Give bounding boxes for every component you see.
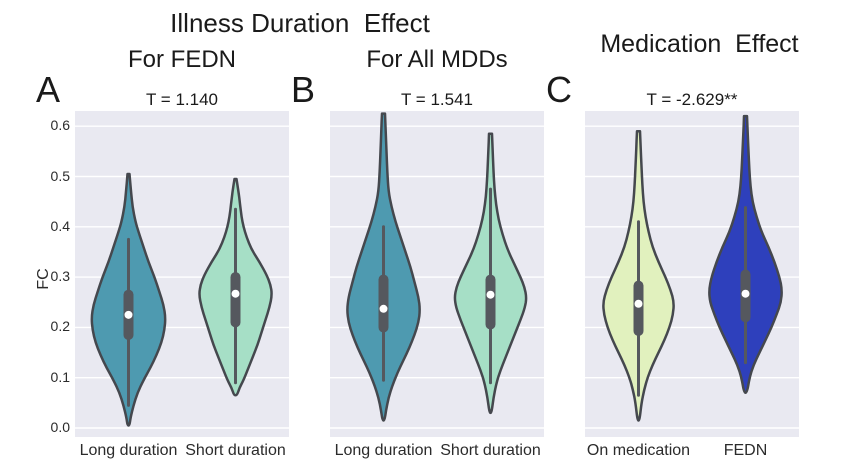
y-tick-label-0.6: 0.6 (50, 117, 70, 134)
x-tick-label-long-duration: Long duration (334, 442, 433, 459)
figure-title-medication-effect: Medication Effect (600, 30, 799, 58)
iqr-box-on-medication (633, 280, 644, 336)
median-dot-short-duration (231, 289, 240, 298)
x-tick-label-on-medication: On medication (586, 442, 691, 459)
median-dot-on-medication (634, 299, 643, 308)
panel-letter-b: B (291, 69, 316, 110)
y-tick-label-0.5: 0.5 (50, 167, 70, 184)
iqr-box-long-duration (378, 274, 389, 333)
iqr-box-short-duration (485, 274, 496, 330)
panel-subtitle-for-fedn: For FEDN (128, 46, 236, 73)
median-dot-short-duration (486, 290, 495, 299)
t-statistic-c: T = -2.629** (646, 90, 738, 109)
violin-plot-panel-c (585, 111, 799, 437)
t-statistic-a: T = 1.140 (146, 90, 218, 109)
median-dot-long-duration (379, 304, 388, 313)
panel-letter-c: C (546, 69, 572, 110)
iqr-box-short-duration (230, 272, 241, 328)
x-tick-label-short-duration: Short duration (185, 442, 286, 459)
x-tick-label-fedn: FEDN (723, 442, 768, 459)
panel-subtitle-for-all-mdds: For All MDDs (366, 46, 508, 73)
median-dot-long-duration (124, 310, 133, 319)
t-statistic-b: T = 1.541 (401, 90, 473, 109)
y-tick-label-0.2: 0.2 (50, 318, 70, 335)
y-tick-label-0.1: 0.1 (50, 368, 70, 385)
x-tick-label-short-duration: Short duration (440, 442, 541, 459)
x-tick-label-long-duration: Long duration (79, 442, 178, 459)
panel-letter-a: A (36, 69, 61, 110)
median-dot-fedn (741, 289, 750, 298)
figure-title-illness-duration-effect: Illness Duration Effect (170, 8, 430, 38)
y-tick-label-0.4: 0.4 (50, 217, 70, 234)
violin-plot-panel-a (75, 111, 289, 437)
y-tick-label-0.3: 0.3 (50, 268, 70, 285)
violin-plot-panel-b (330, 111, 544, 437)
y-tick-label-0.0: 0.0 (50, 419, 70, 435)
